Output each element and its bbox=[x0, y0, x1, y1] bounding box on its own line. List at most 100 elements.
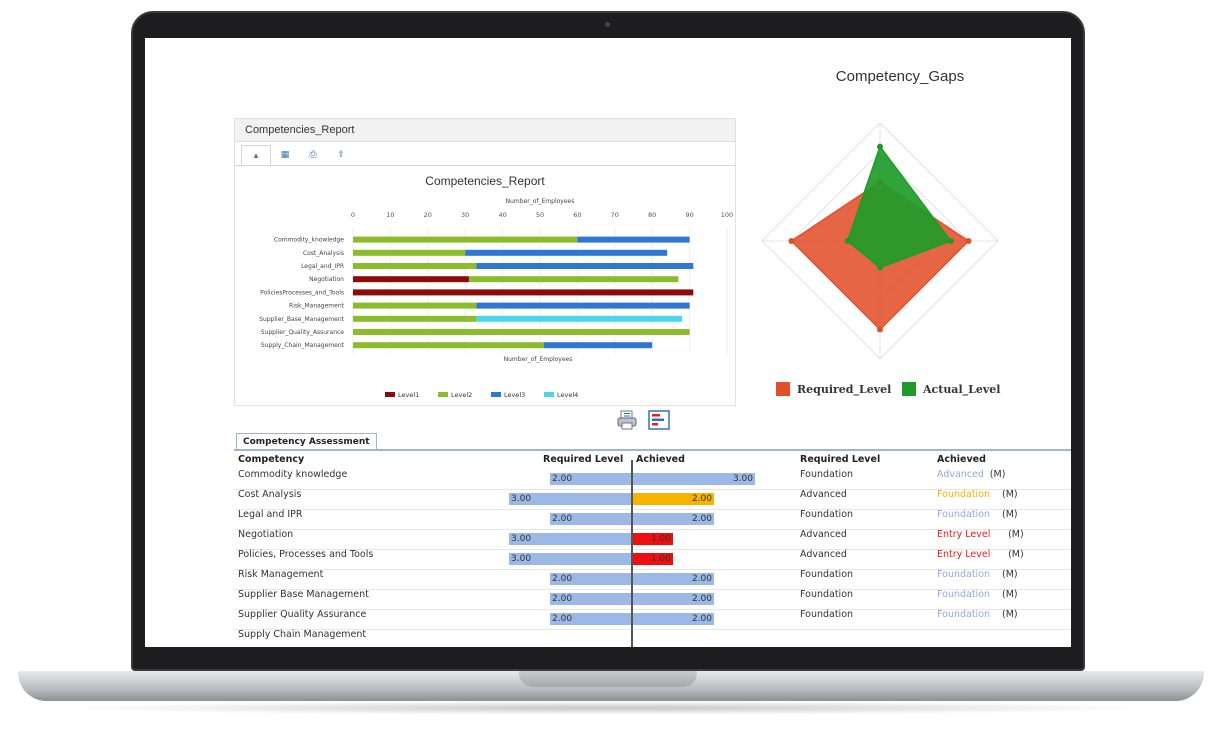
bar-level1[interactable] bbox=[353, 276, 469, 283]
assessment-divider bbox=[234, 449, 1071, 451]
legend-swatch-level1 bbox=[385, 392, 395, 397]
x-axis-label-top: Number_of_Employees bbox=[506, 198, 575, 205]
table-row[interactable]: Legal and IPR 2.00 2.00 Foundation Foundatio… bbox=[234, 509, 1071, 530]
x-tick-label: 100 bbox=[721, 211, 733, 219]
bar-level3[interactable] bbox=[476, 302, 690, 309]
table-row[interactable]: Supplier Base Management 2.00 2.00 Foundati… bbox=[234, 589, 1071, 610]
required-level-bar: 2.00 bbox=[550, 613, 632, 625]
achieved-text: Entry Level bbox=[937, 549, 991, 560]
radar-point[interactable] bbox=[877, 264, 883, 271]
achieved-text: Foundation bbox=[937, 589, 991, 600]
header-competency: Competency bbox=[238, 454, 305, 465]
bar-level2[interactable] bbox=[353, 236, 578, 243]
tab-divider bbox=[235, 165, 735, 166]
achieved-text: Foundation bbox=[937, 569, 991, 580]
bar-level2[interactable] bbox=[353, 302, 477, 309]
competency-name: Legal and IPR bbox=[238, 509, 303, 520]
bar-level1[interactable] bbox=[353, 289, 694, 296]
bar-level2[interactable] bbox=[353, 342, 544, 349]
screen: Competencies_Report ▴ ▦ ⎙ ⇪ Competencies_Re… bbox=[145, 38, 1071, 647]
print-icon[interactable]: ⎙ bbox=[309, 150, 317, 160]
bar-level4[interactable] bbox=[476, 315, 683, 322]
required-level-text: Advanced bbox=[800, 549, 847, 560]
required-level-text: Advanced bbox=[800, 489, 847, 500]
table-icon[interactable]: ▦ bbox=[280, 150, 290, 160]
achieved-bar: 1.00 bbox=[632, 553, 673, 565]
gap-axis-line bbox=[631, 460, 633, 647]
x-tick-label: 50 bbox=[536, 211, 544, 219]
manager-suffix: (M) bbox=[1002, 569, 1018, 580]
x-tick-label: 60 bbox=[573, 211, 581, 219]
required-level-text: Foundation bbox=[800, 609, 854, 620]
legend-swatch-level4 bbox=[544, 392, 554, 397]
header-required-level-text: Required Level bbox=[800, 454, 881, 465]
tab-competency-assessment[interactable]: Competency Assessment bbox=[236, 433, 377, 450]
required-level-text: Foundation bbox=[800, 569, 854, 580]
achieved-bar: 2.00 bbox=[632, 513, 714, 525]
x-tick-label: 90 bbox=[685, 211, 693, 219]
bar-level2[interactable] bbox=[468, 276, 679, 283]
table-row[interactable]: Supply Chain Management bbox=[234, 629, 1071, 647]
y-tick-label: Legal_and_IPR bbox=[301, 263, 344, 270]
required-level-text: Foundation bbox=[800, 589, 854, 600]
x-tick-label: 20 bbox=[424, 211, 432, 219]
legend-label-level2[interactable]: Level2 bbox=[451, 391, 472, 399]
header-required-level: Required Level bbox=[543, 454, 624, 465]
radar-point[interactable] bbox=[947, 238, 954, 244]
panel-header: Competencies_Report bbox=[235, 119, 735, 142]
table-row[interactable]: Commodity knowledge 2.00 3.00 Foundation Adv… bbox=[234, 469, 1071, 490]
bar-level2[interactable] bbox=[353, 249, 466, 256]
legend-swatch-level2 bbox=[438, 392, 448, 397]
bar-level2[interactable] bbox=[353, 263, 477, 269]
legend-actual-level[interactable]: Actual_Level bbox=[902, 382, 1000, 396]
y-tick-label: Supplier_Quality_Assurance bbox=[261, 329, 345, 336]
achieved-bar: 2.00 bbox=[632, 613, 714, 625]
y-tick-label: Negotiation bbox=[309, 276, 344, 283]
competency-name: Risk Management bbox=[238, 569, 324, 580]
header-achieved: Achieved bbox=[636, 454, 685, 465]
manager-suffix: (M) bbox=[1002, 489, 1018, 500]
required-level-bar: 2.00 bbox=[550, 573, 632, 585]
required-level-text: Foundation bbox=[800, 509, 854, 520]
legend-label-level4[interactable]: Level4 bbox=[557, 391, 578, 399]
manager-suffix: (M) bbox=[1002, 509, 1018, 520]
export-icon[interactable]: ⇪ bbox=[337, 150, 345, 160]
laptop-shadow bbox=[60, 701, 1160, 715]
x-tick-label: 40 bbox=[498, 211, 506, 219]
table-row[interactable]: Negotiation 3.00 1.00 Advanced Entry Level (M… bbox=[234, 529, 1071, 550]
competency-name: Cost Analysis bbox=[238, 489, 302, 500]
radar-point[interactable] bbox=[844, 238, 851, 244]
chart-view-icon[interactable] bbox=[648, 410, 670, 430]
bar-level3[interactable] bbox=[543, 342, 653, 349]
legend-label-level3[interactable]: Level3 bbox=[504, 391, 525, 399]
achieved-text: Foundation bbox=[937, 509, 991, 520]
manager-suffix: (M) bbox=[1008, 529, 1024, 540]
printer-icon[interactable] bbox=[617, 410, 639, 430]
competency-name: Negotiation bbox=[238, 529, 294, 540]
manager-suffix: (M) bbox=[1008, 549, 1024, 560]
competency-name: Supplier Base Management bbox=[238, 589, 369, 600]
bar-level2[interactable] bbox=[353, 315, 477, 322]
x-tick-label: 70 bbox=[611, 211, 619, 219]
x-tick-label: 30 bbox=[461, 211, 469, 219]
table-row[interactable]: Cost Analysis 3.00 2.00 Advanced Foundation (… bbox=[234, 489, 1071, 510]
x-tick-label: 80 bbox=[648, 211, 656, 219]
bar-level3[interactable] bbox=[577, 236, 690, 243]
bar-level3[interactable] bbox=[465, 249, 668, 256]
legend-label-level1[interactable]: Level1 bbox=[398, 391, 419, 399]
table-row[interactable]: Risk Management 2.00 2.00 Foundation Foundat… bbox=[234, 569, 1071, 590]
panel-tabs: ▴ ▦ ⎙ ⇪ bbox=[241, 145, 355, 167]
chart-title: Competencies_Report bbox=[425, 174, 545, 188]
bar-level2[interactable] bbox=[353, 329, 690, 335]
bar-level3[interactable] bbox=[476, 263, 694, 269]
radar-point[interactable] bbox=[788, 238, 795, 244]
table-row[interactable]: Policies, Processes and Tools 3.00 1.00 Adv… bbox=[234, 549, 1071, 570]
x-axis-label-bottom: Number_of_Employees bbox=[504, 356, 573, 363]
manager-suffix: (M) bbox=[1002, 609, 1018, 620]
bar-chart-icon[interactable]: ▴ bbox=[241, 145, 271, 167]
table-row[interactable]: Supplier Quality Assurance 2.00 2.00 Founda… bbox=[234, 609, 1071, 630]
radar-point[interactable] bbox=[877, 326, 883, 333]
radar-point[interactable] bbox=[965, 238, 972, 244]
radar-point[interactable] bbox=[877, 143, 883, 150]
legend-required-level[interactable]: Required_Level bbox=[776, 382, 891, 396]
